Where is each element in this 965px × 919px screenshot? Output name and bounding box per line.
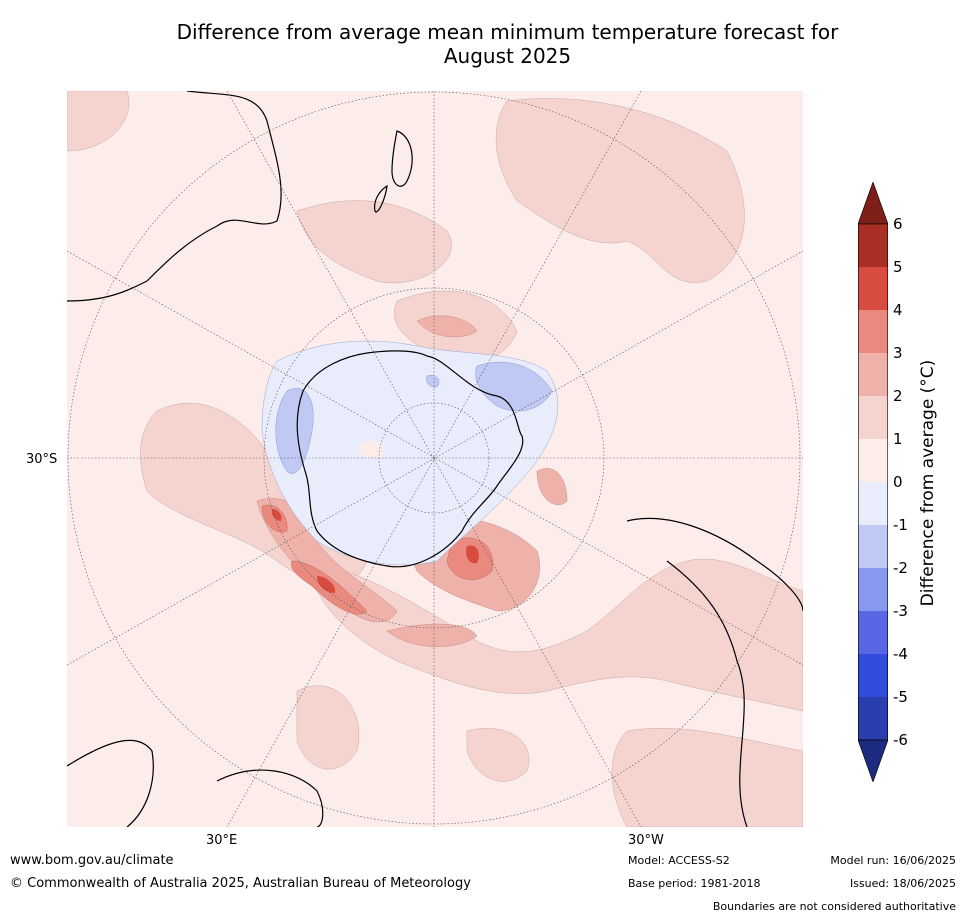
title-line-2: August 2025 [443, 44, 572, 68]
footer-copyright: © Commonwealth of Australia 2025, Austra… [10, 876, 471, 891]
colorbar-cell [858, 611, 888, 655]
anomaly-neg1-0-region [261, 340, 559, 566]
lon-label-30e: 30°E [206, 833, 238, 848]
colorbar-cell [858, 482, 888, 526]
colorbar-cell [858, 697, 888, 741]
map-svg [67, 91, 803, 827]
lat-label-30s: 30°S [26, 452, 58, 467]
anomaly-neg2-neg1-regions [275, 362, 553, 474]
colorbar-extend-min [858, 739, 888, 782]
footer-website: www.bom.gov.au/climate [10, 853, 174, 868]
colorbar-tick-label: 6 [893, 215, 903, 233]
lon-label-30w: 30°W [628, 833, 664, 848]
colorbar-tick-label: -3 [893, 602, 908, 620]
footer-model-run: Model run: 16/06/2025 [830, 854, 956, 867]
colorbar-frame [858, 223, 888, 741]
colorbar-label: Difference from average (°C) [918, 359, 938, 607]
footer-disclaimer: Boundaries are not considered authoritat… [712, 900, 956, 913]
colorbar-extend-max [858, 182, 888, 225]
colorbar-tick-label: -6 [893, 731, 908, 749]
map-panel [67, 91, 803, 827]
title-line-1: Difference from average mean minimum tem… [176, 20, 839, 44]
colorbar-tick-label: 0 [893, 473, 903, 491]
anomaly-4-5-regions [271, 509, 479, 593]
colorbar-tick-label: -1 [893, 516, 908, 534]
map-title: Difference from average mean minimum tem… [60, 20, 955, 68]
footer-issued: Issued: 18/06/2025 [849, 877, 956, 890]
colorbar-cell [858, 310, 888, 354]
colorbar-cell [858, 396, 888, 440]
colorbar-cell [858, 267, 888, 311]
footer-model: Model: ACCESS-S2 [628, 854, 730, 867]
colorbar-cell [858, 224, 888, 268]
colorbar-cell [858, 439, 888, 483]
colorbar-tick-label: -2 [893, 559, 908, 577]
colorbar [858, 182, 888, 782]
colorbar-tick-label: 1 [893, 430, 903, 448]
colorbar-tick-label: -5 [893, 688, 908, 706]
colorbar-tick-label: 3 [893, 344, 903, 362]
colorbar-cell [858, 525, 888, 569]
colorbar-cell [858, 654, 888, 698]
colorbar-cell [858, 568, 888, 612]
coastlines [67, 91, 803, 827]
colorbar-cell [858, 353, 888, 397]
colorbar-tick-label: 5 [893, 258, 903, 276]
anomaly-0-1-islet [357, 440, 383, 458]
colorbar-tick-label: -4 [893, 645, 908, 663]
colorbar-tick-label: 4 [893, 301, 903, 319]
colorbar-cells [858, 182, 888, 782]
footer-base-period: Base period: 1981-2018 [628, 877, 761, 890]
graticule [67, 91, 803, 827]
colorbar-tick-label: 2 [893, 387, 903, 405]
